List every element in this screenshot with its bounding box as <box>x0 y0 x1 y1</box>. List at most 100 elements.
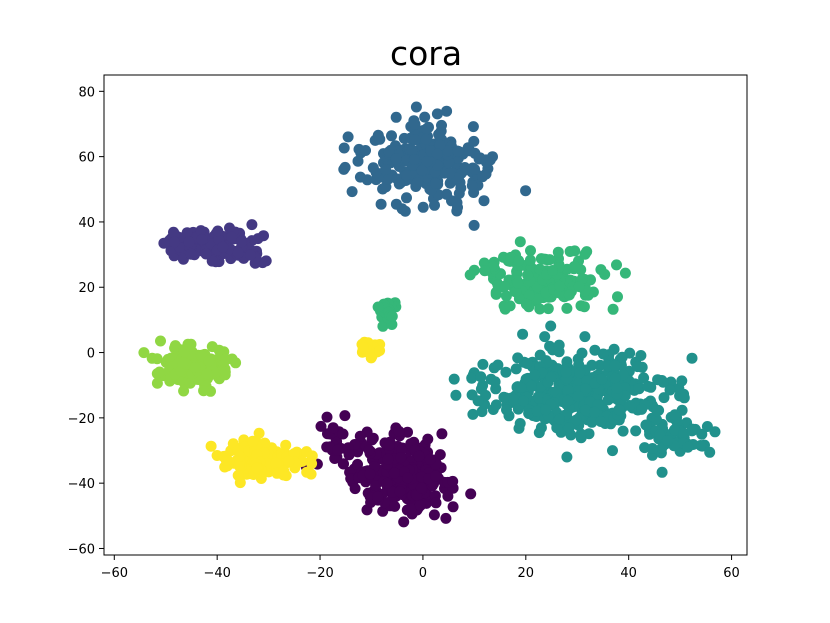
scatter-point-class-3 <box>467 408 479 420</box>
scatter-point-class-0 <box>447 501 459 513</box>
scatter-point-class-3 <box>533 427 545 439</box>
scatter-point-class-6 <box>251 462 263 474</box>
scatter-point-class-3 <box>517 328 529 340</box>
scatter-point-class-0 <box>377 505 389 517</box>
scatter-point-class-3 <box>658 392 670 404</box>
scatter-point-class-4 <box>561 302 573 314</box>
scatter-point-class-3 <box>553 413 565 425</box>
scatter-point-class-2 <box>339 161 351 173</box>
scatter-point-class-6 <box>305 468 317 480</box>
scatter-point-class-3 <box>594 359 606 371</box>
scatter-point-class-2 <box>383 146 395 158</box>
scatter-point-class-2 <box>430 178 441 189</box>
scatter-point-class-4 <box>377 320 389 332</box>
scatter-point-class-4 <box>599 268 611 280</box>
scatter-point-class-3 <box>510 363 522 375</box>
scatter-point-class-3 <box>562 395 574 407</box>
scatter-point-class-5 <box>177 357 189 369</box>
plot-frame <box>103 74 748 556</box>
scatter-point-class-1 <box>165 245 177 257</box>
scatter-point-class-0 <box>332 444 344 456</box>
scatter-point-class-0 <box>329 453 341 464</box>
scatter-point-class-3 <box>638 372 650 384</box>
scatter-point-class-4 <box>554 280 566 292</box>
scatter-point-class-0 <box>413 450 425 462</box>
scatter-point-class-3 <box>619 390 631 402</box>
scatter-point-class-4 <box>535 253 547 265</box>
scatter-point-class-1 <box>200 248 212 260</box>
scatter-point-class-1 <box>246 219 258 231</box>
scatter-point-class-4 <box>520 298 532 310</box>
scatter-point-class-2 <box>374 133 386 145</box>
scatter-point-class-3 <box>531 405 543 417</box>
scatter-point-class-2 <box>466 180 478 192</box>
x-tick-label: −20 <box>306 566 333 581</box>
scatter-point-class-3 <box>589 344 601 356</box>
scatter-point-class-5 <box>219 366 231 378</box>
y-axis: −60 −40 −20 0 20 40 60 80 <box>68 85 104 557</box>
scatter-point-class-3 <box>642 380 654 392</box>
scatter-point-class-3 <box>686 423 698 435</box>
scatter-point-class-3 <box>597 348 609 360</box>
scatter-point-class-0 <box>338 458 349 470</box>
scatter-point-class-3 <box>490 399 502 411</box>
scatter-point-class-2 <box>468 219 480 231</box>
scatter-point-class-3 <box>613 404 625 416</box>
scatter-point-class-2 <box>409 154 420 165</box>
scatter-point-class-3 <box>570 414 582 426</box>
scatter-point-class-0 <box>349 483 361 495</box>
scatter-point-class-4 <box>499 280 511 292</box>
scatter-point-class-3 <box>669 409 681 421</box>
scatter-point-class-2 <box>390 153 402 165</box>
scatter-point-class-2 <box>346 186 358 198</box>
scatter-point-class-3 <box>704 446 716 458</box>
x-tick-label: −40 <box>203 566 230 581</box>
scatter-point-class-5 <box>201 368 213 380</box>
scatter-point-class-0 <box>352 458 363 470</box>
scatter-point-class-0 <box>315 420 327 432</box>
x-tick-label: −60 <box>101 566 128 581</box>
scatter-point-class-1 <box>245 249 256 261</box>
scatter-point-class-3 <box>523 408 535 419</box>
scatter-point-class-4 <box>479 265 491 277</box>
scatter-point-class-0 <box>393 425 405 437</box>
scatter-point-class-3 <box>611 382 623 394</box>
scatter-point-class-3 <box>517 395 529 407</box>
scatter-point-class-3 <box>607 445 618 457</box>
y-tick-label: 20 <box>78 281 95 296</box>
scatter-point-class-6 <box>365 352 377 364</box>
scatter-point-class-2 <box>410 101 422 113</box>
scatter-point-class-3 <box>448 373 460 385</box>
scatter-point-class-2 <box>411 177 423 189</box>
scatter-point-class-3 <box>596 373 608 385</box>
scatter-point-class-0 <box>343 449 355 461</box>
scatter-point-class-3 <box>669 424 680 436</box>
scatter-point-class-2 <box>360 145 371 156</box>
y-tick-label: −60 <box>68 542 95 557</box>
scatter-point-class-3 <box>529 369 541 381</box>
scatter-point-class-1 <box>232 247 244 259</box>
scatter-point-class-3 <box>664 384 676 396</box>
scatter-point-class-5 <box>189 362 201 373</box>
scatter-point-class-5 <box>155 335 166 347</box>
scatter-point-class-4 <box>544 254 556 266</box>
scatter-point-class-3 <box>635 350 647 361</box>
scatter-point-class-3 <box>545 320 557 332</box>
scatter-point-class-2 <box>386 130 397 142</box>
scatter-point-class-4 <box>514 236 526 248</box>
scatter-point-class-3 <box>545 371 557 383</box>
scatter-point-class-4 <box>552 246 564 258</box>
scatter-point-class-4 <box>372 301 384 313</box>
scatter-point-class-3 <box>525 380 537 392</box>
scatter-point-class-3 <box>563 422 575 434</box>
scatter-point-class-3 <box>551 422 563 434</box>
scatter-point-class-4 <box>513 255 525 267</box>
scatter-point-class-0 <box>434 449 446 461</box>
scatter-point-class-1 <box>236 236 247 248</box>
scatter-point-class-2 <box>401 192 412 204</box>
scatter-point-class-4 <box>569 245 581 257</box>
scatter-point-class-3 <box>540 404 552 416</box>
scatter-point-class-3 <box>686 352 698 364</box>
scatter-point-class-2 <box>401 169 412 181</box>
scatter-point-class-3 <box>654 429 666 441</box>
